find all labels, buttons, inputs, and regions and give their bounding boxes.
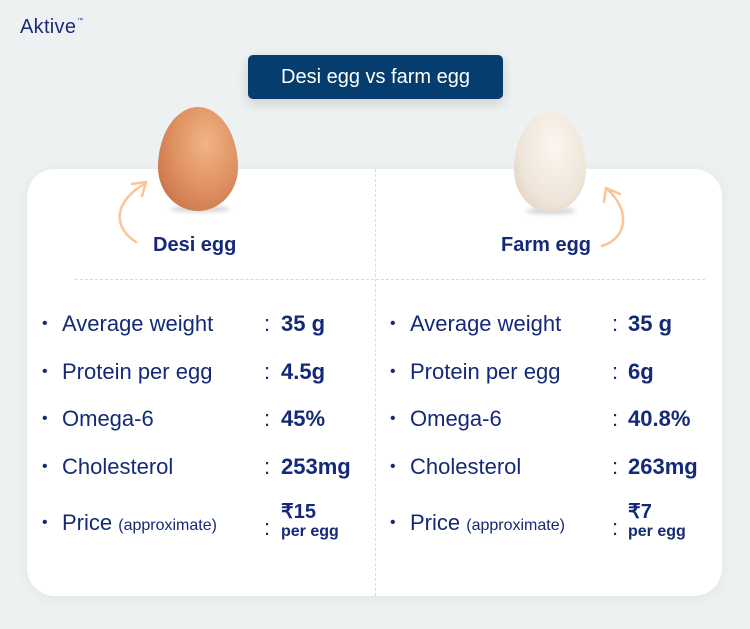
brand-logo: Aktive™ bbox=[20, 16, 84, 39]
desi-row-cholesterol: • Cholesterol bbox=[42, 454, 173, 480]
desi-row-omega: • Omega-6 bbox=[42, 406, 154, 432]
value-omega: 40.8% bbox=[628, 406, 691, 431]
bullet: • bbox=[390, 315, 396, 332]
separator: : bbox=[612, 311, 619, 336]
row-label: Protein per egg bbox=[410, 359, 561, 384]
price-amount: ₹15 bbox=[281, 501, 316, 523]
column-divider bbox=[375, 169, 376, 596]
separator: : bbox=[264, 406, 271, 431]
bullet: • bbox=[390, 363, 396, 380]
row-label: Protein per egg bbox=[62, 359, 213, 384]
desi-egg-heading: Desi egg bbox=[153, 234, 237, 256]
separator: : bbox=[612, 359, 619, 384]
desi-egg-image bbox=[158, 107, 238, 211]
price-note: (approximate) bbox=[466, 517, 565, 534]
bullet: • bbox=[42, 458, 48, 475]
farm-egg-heading: Farm egg bbox=[501, 234, 592, 256]
farm-row-omega: • Omega-6 bbox=[390, 406, 502, 432]
row-label: Omega-6 bbox=[62, 406, 154, 431]
price-amount: ₹7 bbox=[628, 501, 652, 523]
row-label: Cholesterol bbox=[410, 454, 522, 479]
value-weight: 35 g bbox=[628, 311, 673, 336]
farm-row-protein: • Protein per egg bbox=[390, 359, 560, 385]
comparison-card bbox=[27, 169, 722, 596]
value-protein: 6g bbox=[628, 359, 654, 384]
curved-arrow-icon bbox=[118, 180, 148, 244]
separator: : bbox=[264, 359, 271, 384]
separator: : bbox=[612, 406, 619, 431]
value-price: ₹15 per egg bbox=[281, 501, 339, 541]
trademark: ™ bbox=[77, 18, 84, 24]
row-label: Price (approximate) bbox=[62, 510, 217, 539]
desi-row-weight: • Average weight bbox=[42, 311, 213, 337]
bullet: • bbox=[42, 363, 48, 380]
row-label: Average weight bbox=[62, 311, 214, 336]
row-label: Cholesterol bbox=[62, 454, 174, 479]
value-protein: 4.5g bbox=[281, 359, 326, 384]
value-cholesterol: 263mg bbox=[628, 454, 698, 479]
value-cholesterol: 253mg bbox=[281, 454, 351, 479]
value-weight: 35 g bbox=[281, 311, 326, 336]
brand-logo-text: Aktive bbox=[20, 16, 77, 38]
page-title: Desi egg vs farm egg bbox=[248, 55, 503, 99]
separator: : bbox=[612, 515, 619, 540]
separator: : bbox=[264, 454, 271, 479]
farm-row-price: • Price (approximate) bbox=[390, 510, 565, 539]
separator: : bbox=[264, 515, 271, 540]
value-price: ₹7 per egg bbox=[628, 501, 686, 541]
price-unit: per egg bbox=[628, 523, 686, 540]
bullet: • bbox=[390, 458, 396, 475]
bullet: • bbox=[390, 410, 396, 427]
header-divider bbox=[75, 279, 705, 280]
bullet: • bbox=[42, 410, 48, 427]
bullet: • bbox=[390, 514, 396, 531]
desi-row-protein: • Protein per egg bbox=[42, 359, 212, 385]
row-label: Omega-6 bbox=[410, 406, 502, 431]
farm-row-cholesterol: • Cholesterol bbox=[390, 454, 521, 480]
bullet: • bbox=[42, 315, 48, 332]
price-label: Price bbox=[410, 510, 461, 535]
value-omega: 45% bbox=[281, 406, 326, 431]
price-unit: per egg bbox=[281, 523, 339, 540]
desi-row-price: • Price (approximate) bbox=[42, 510, 217, 539]
separator: : bbox=[612, 454, 619, 479]
row-label: Price (approximate) bbox=[410, 510, 565, 539]
separator: : bbox=[264, 311, 271, 336]
curved-arrow-icon bbox=[600, 186, 625, 248]
farm-egg-image bbox=[514, 112, 586, 212]
bullet: • bbox=[42, 514, 48, 531]
row-label: Average weight bbox=[410, 311, 562, 336]
price-note: (approximate) bbox=[118, 517, 217, 534]
farm-row-weight: • Average weight bbox=[390, 311, 561, 337]
price-label: Price bbox=[62, 510, 113, 535]
